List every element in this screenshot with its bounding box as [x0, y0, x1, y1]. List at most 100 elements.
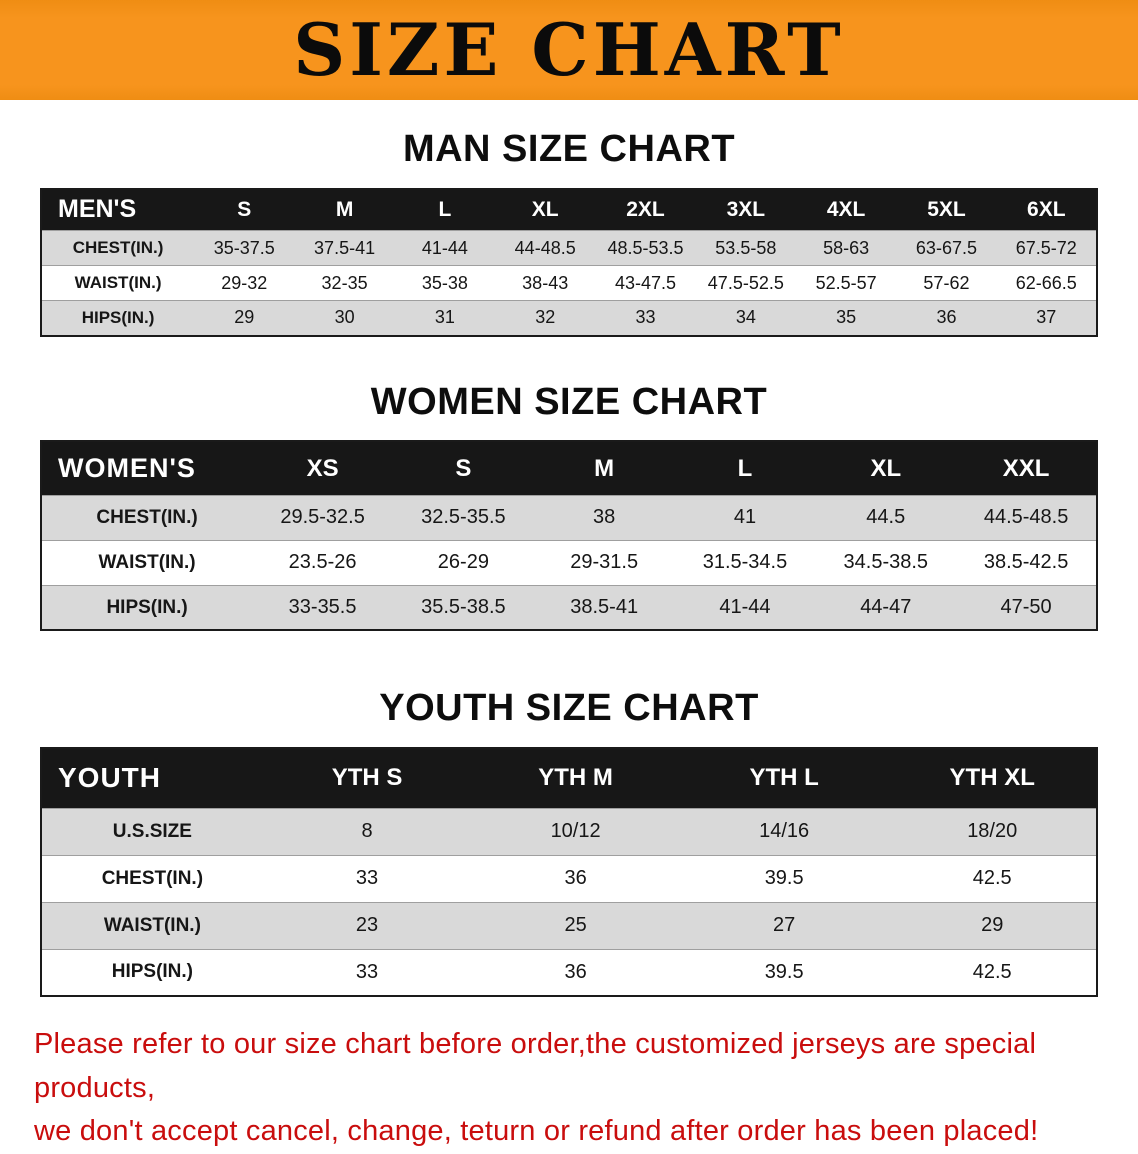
measurement-value-cell: 33: [355, 960, 379, 983]
size-header-cell: YTH XL: [888, 748, 1097, 809]
measurement-value-cell: 29.5-32.5: [280, 506, 365, 529]
men-table-head: MEN'S S M L XL 2XL 3XL 4XL 5XL 6XL: [41, 188, 1097, 231]
measurement-value-cell: 41-44: [719, 596, 771, 619]
measurement-value-cell: 42.5: [972, 960, 1012, 983]
header-row: YOUTH YTH S YTH M YTH L YTH XL: [41, 748, 1097, 809]
size-header-cell: XS: [252, 441, 393, 496]
measurement-value-cell: 36: [564, 960, 587, 983]
measurement-value-cell: 42.5: [972, 867, 1012, 890]
size-header-cell: 3XL: [695, 188, 796, 231]
table-row: CHEST(IN.) 29.5-32.5 32.5-35.5 38 41 44.5 44.5…: [41, 495, 1097, 541]
measurement-value-cell: 25: [564, 914, 587, 937]
table-row: CHEST(IN.) 35-37.5 37.5-41 41-44 44-48.5 48.5…: [41, 230, 1097, 266]
table-row: U.S.SIZE 8 10/12 14/16 18/20: [41, 808, 1097, 856]
measurement-value-cell: 8: [361, 820, 373, 843]
measurement-value-cell: 38: [593, 506, 616, 529]
measurement-value-cell: 27: [773, 914, 796, 937]
size-header-cell: XL: [495, 188, 596, 231]
size-header-cell: 5XL: [896, 188, 997, 231]
measurement-value-cell: 39.5: [764, 960, 804, 983]
men-table-body: CHEST(IN.) 35-37.5 37.5-41 41-44 44-48.5 48.5…: [41, 230, 1097, 336]
measurement-value-cell: 44-47: [860, 596, 912, 619]
women-section-heading: WOMEN SIZE CHART: [370, 380, 768, 423]
youth-size-section: YOUTH SIZE CHART YOUTH YTH S YTH M YTH L YTH…: [0, 687, 1138, 998]
table-row: WAIST(IN.) 29-32 32-35 35-38 38-43 43-47.5 47.…: [41, 265, 1097, 301]
measurement-value-cell: 26-29: [437, 551, 489, 574]
measurement-value-cell: 29: [981, 914, 1004, 937]
table-row: WAIST(IN.) 23.5-26 26-29 29-31.5 31.5-34.5 34…: [41, 540, 1097, 585]
measurement-label-cell: CHEST(IN.): [72, 238, 164, 258]
table-row: HIPS(IN.) 29 30 31 32 33 34 35 36 37: [41, 300, 1097, 336]
measurement-label-cell: HIPS(IN.): [106, 596, 188, 618]
size-header-cell: XXL: [956, 441, 1097, 496]
measurement-value-cell: 23: [355, 914, 379, 937]
measurement-value-cell: 35-38: [421, 272, 468, 293]
youth-table-head: YOUTH YTH S YTH M YTH L YTH XL: [41, 748, 1097, 809]
size-header-cell: YTH S: [262, 748, 472, 809]
men-section-heading: MAN SIZE CHART: [402, 128, 736, 170]
measurement-value-cell: 57-62: [923, 272, 970, 293]
measurement-value-cell: 23.5-26: [288, 551, 357, 574]
size-header-cell: YTH M: [471, 748, 680, 809]
size-header-cell: YTH L: [679, 748, 889, 809]
measurement-label-cell: HIPS(IN.): [111, 961, 194, 983]
measurement-value-cell: 36: [564, 867, 587, 890]
measurement-value-cell: 67.5-72: [1015, 237, 1077, 258]
measurement-label-cell: CHEST(IN.): [96, 506, 198, 528]
measurement-value-cell: 34.5-38.5: [843, 551, 929, 574]
table-title-cell: MEN'S: [41, 188, 195, 231]
table-row: WAIST(IN.) 23 25 27 29: [41, 902, 1097, 950]
measurement-value-cell: 48.5-53.5: [607, 237, 684, 258]
table-title-cell: WOMEN'S: [41, 441, 253, 496]
measurement-value-cell: 32.5-35.5: [421, 506, 506, 529]
header-row: WOMEN'S XS S M L XL XXL: [41, 441, 1097, 496]
measurement-value-cell: 52.5-57: [815, 272, 877, 293]
measurement-value-cell: 32-35: [321, 272, 368, 293]
measurement-value-cell: 47-50: [1000, 596, 1052, 619]
size-header-cell: S: [194, 188, 295, 231]
measurement-value-cell: 14/16: [759, 820, 810, 843]
measurement-value-cell: 38.5-41: [570, 596, 639, 619]
measurement-value-cell: 53.5-58: [715, 237, 777, 258]
banner: SIZE CHART: [0, 0, 1138, 100]
table-row: HIPS(IN.) 33 36 39.5 42.5: [41, 949, 1097, 996]
men-size-table: MEN'S S M L XL 2XL 3XL 4XL 5XL 6XL CHEST(IN.) 35-3…: [40, 187, 1098, 337]
measurement-value-cell: 32: [535, 307, 556, 328]
size-header-cell: 4XL: [795, 188, 897, 231]
measurement-value-cell: 31.5-34.5: [702, 551, 788, 574]
size-header-cell: L: [674, 441, 816, 496]
size-header-cell: M: [533, 441, 675, 496]
measurement-value-cell: 31: [434, 307, 455, 328]
table-row: HIPS(IN.) 33-35.5 35.5-38.5 38.5-41 41-44 44-…: [41, 585, 1097, 631]
measurement-value-cell: 44.5: [866, 506, 906, 529]
measurement-value-cell: 38-43: [522, 272, 569, 293]
women-size-table: WOMEN'S XS S M L XL XXL CHEST(IN.) 29.5-32.5 32.…: [40, 440, 1098, 632]
measurement-value-cell: 30: [334, 307, 355, 328]
measurement-value-cell: 35.5-38.5: [421, 596, 506, 619]
measurement-value-cell: 44.5-48.5: [983, 506, 1069, 529]
measurement-value-cell: 41: [733, 506, 757, 529]
youth-table-body: U.S.SIZE 8 10/12 14/16 18/20 CHEST(IN.) 33 36 39…: [41, 808, 1097, 996]
size-header-cell: 6XL: [996, 188, 1097, 231]
size-header-cell: M: [294, 188, 395, 231]
measurement-value-cell: 10/12: [550, 820, 601, 843]
women-table-head: WOMEN'S XS S M L XL XXL: [41, 441, 1097, 496]
men-size-section: MAN SIZE CHART MEN'S S M L XL 2XL 3XL 4XL 5XL 6XL…: [0, 128, 1138, 337]
measurement-label-cell: WAIST(IN.): [103, 914, 201, 936]
size-header-cell: S: [392, 441, 534, 496]
youth-section-heading: YOUTH SIZE CHART: [379, 687, 759, 730]
measurement-label-cell: WAIST(IN.): [74, 273, 162, 293]
measurement-value-cell: 38.5-42.5: [983, 551, 1069, 574]
women-table-body: CHEST(IN.) 29.5-32.5 32.5-35.5 38 41 44.5 44.5…: [41, 495, 1097, 631]
measurement-value-cell: 43-47.5: [614, 272, 677, 293]
measurement-value-cell: 29: [234, 307, 255, 328]
measurement-value-cell: 36: [936, 307, 957, 328]
measurement-value-cell: 37: [1036, 307, 1057, 328]
measurement-value-cell: 33: [355, 867, 379, 890]
youth-size-table: YOUTH YTH S YTH M YTH L YTH XL U.S.SIZE 8 10/1…: [40, 747, 1098, 998]
size-header-cell: L: [394, 188, 496, 231]
measurement-label-cell: WAIST(IN.): [98, 551, 196, 573]
measurement-value-cell: 41-44: [421, 237, 468, 258]
header-row: MEN'S S M L XL 2XL 3XL 4XL 5XL 6XL: [41, 188, 1097, 231]
